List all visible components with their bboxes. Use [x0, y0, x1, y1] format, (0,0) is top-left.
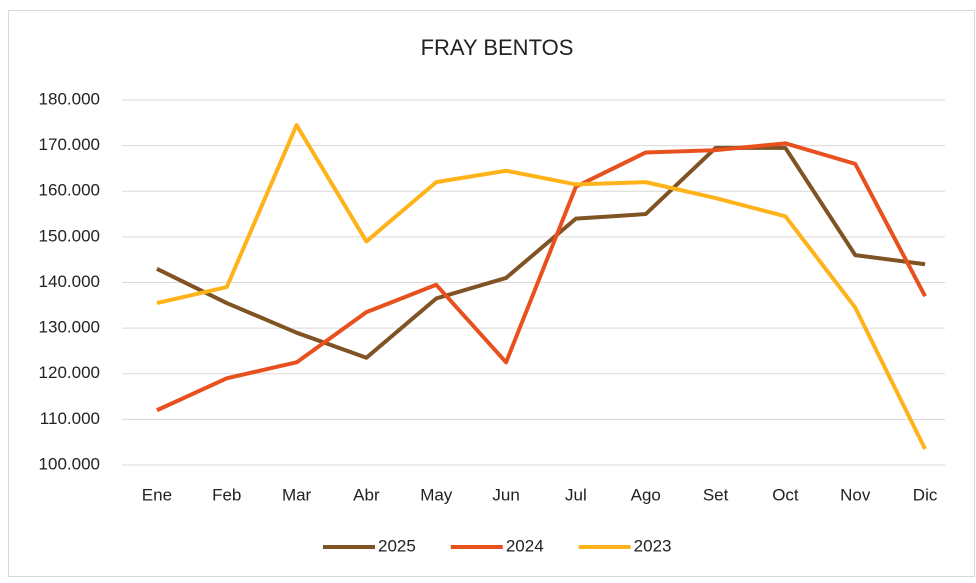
x-tick-label: Feb	[212, 485, 241, 504]
chart-title: FRAY BENTOS	[421, 35, 574, 60]
x-tick-label: Ago	[631, 485, 661, 504]
x-tick-label: Ene	[142, 485, 172, 504]
y-tick-label: 120.000	[39, 363, 100, 382]
x-tick-label: Dic	[913, 485, 938, 504]
y-tick-label: 180.000	[39, 89, 100, 108]
y-tick-label: 100.000	[39, 454, 100, 473]
legend-label: 2023	[634, 536, 672, 555]
y-tick-label: 130.000	[39, 318, 100, 337]
y-tick-label: 110.000	[40, 409, 100, 428]
y-tick-label: 150.000	[39, 226, 100, 245]
x-tick-label: Set	[703, 485, 729, 504]
series-line	[156, 141, 927, 413]
series-line	[156, 123, 927, 450]
x-tick-label: Abr	[353, 485, 380, 504]
x-tick-label: Jun	[492, 485, 519, 504]
x-tick-label: Mar	[282, 485, 312, 504]
legend-label: 2024	[506, 536, 544, 555]
chart-border	[8, 10, 975, 577]
x-tick-label: Jul	[565, 485, 587, 504]
series-line	[156, 145, 926, 360]
y-tick-label: 170.000	[39, 135, 100, 154]
x-tick-label: Oct	[772, 485, 799, 504]
y-tick-label: 140.000	[39, 272, 100, 291]
x-tick-label: May	[420, 485, 453, 504]
x-tick-label: Nov	[840, 485, 871, 504]
y-tick-label: 160.000	[39, 181, 100, 200]
legend-label: 2025	[378, 536, 416, 555]
